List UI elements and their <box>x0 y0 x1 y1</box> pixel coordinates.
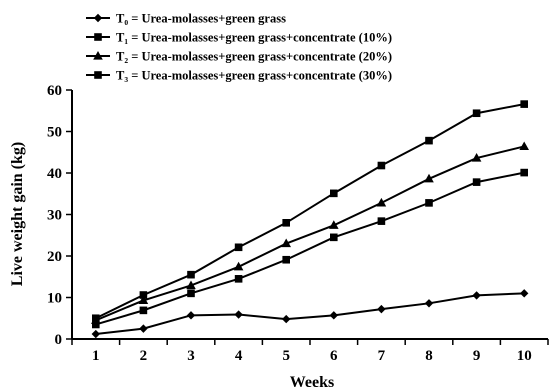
series-1-point <box>377 217 386 225</box>
series-2-point <box>329 220 339 229</box>
series-2-point <box>138 295 149 305</box>
series-0-point <box>424 299 434 308</box>
series-3-point <box>520 100 528 108</box>
series-0-point <box>329 311 338 320</box>
series-2-point <box>471 153 482 162</box>
series-3-point <box>139 291 148 299</box>
series-1-point <box>282 255 290 264</box>
x-tick-label: 3 <box>187 348 195 364</box>
series-1-point <box>234 275 243 283</box>
legend-3-label: T₃ = Urea-molasses+green grass+concentra… <box>116 69 392 83</box>
legend-0-label: T₀ = Urea-molasses+green grass <box>116 12 286 26</box>
x-tick-label: 10 <box>517 348 532 364</box>
series-3-point <box>425 136 433 145</box>
x-tick-label: 6 <box>330 348 338 364</box>
legend-0-marker <box>93 13 103 23</box>
series-1-point <box>425 199 433 207</box>
legend-3-marker <box>94 71 102 79</box>
y-tick-label: 20 <box>47 249 62 265</box>
series-0-point <box>282 314 291 324</box>
series-2-line <box>95 145 525 322</box>
series-1-line <box>95 171 525 326</box>
series-0-point <box>186 311 196 320</box>
series-0-point <box>139 324 148 333</box>
series-3-point <box>330 189 338 198</box>
series-2-point <box>376 197 387 207</box>
series-0-point <box>91 329 100 339</box>
series-3-point <box>187 270 195 279</box>
x-tick-label: 9 <box>473 348 481 364</box>
x-tick-label: 2 <box>140 348 148 364</box>
x-axis-title: Weeks <box>290 374 334 391</box>
y-tick-label: 50 <box>47 125 62 141</box>
series-0-point <box>472 291 481 300</box>
series-1-point <box>330 233 338 242</box>
legend-1-marker <box>94 33 102 41</box>
x-tick-label: 7 <box>378 348 386 364</box>
series-3-point <box>92 314 100 323</box>
legend: T₀ = Urea-molasses+green grass T₁ = Urea-… <box>86 12 392 83</box>
x-tick-label: 5 <box>282 348 290 364</box>
series-0-point <box>234 310 243 319</box>
series-2-point <box>186 280 196 290</box>
y-tick-label: 60 <box>47 83 62 99</box>
series-3-point <box>282 219 290 227</box>
y-tick-label: 30 <box>47 208 62 224</box>
series-1-point <box>520 168 528 177</box>
y-tick-label: 0 <box>55 332 63 348</box>
series-0-point <box>520 289 529 298</box>
series-0-point <box>377 304 386 314</box>
x-tick-label: 1 <box>92 348 100 364</box>
series-1-point <box>187 289 195 298</box>
plot-area: 0 10 20 30 40 50 60 1 2 3 4 5 6 7 8 9 10 <box>47 83 549 364</box>
series-3-point <box>472 109 481 118</box>
series-0-line <box>95 292 525 336</box>
series-3-point <box>377 161 386 170</box>
series-3-line <box>95 103 525 320</box>
x-tick-label: 8 <box>425 348 433 364</box>
series-1-point <box>472 178 481 186</box>
y-tick-label: 10 <box>47 291 62 307</box>
y-tick-label: 40 <box>47 166 62 182</box>
legend-1-label: T₁ = Urea-molasses+green grass+concentra… <box>116 31 392 45</box>
series-1-point <box>92 320 100 329</box>
legend-2-label: T₂ = Urea-molasses+green grass+concentra… <box>116 50 392 64</box>
series-2-point <box>281 238 291 248</box>
series-2-point <box>519 141 529 151</box>
y-axis-title: Live weight gain (kg) <box>9 142 26 286</box>
series-2-point <box>424 173 434 183</box>
series-2-point <box>233 261 244 271</box>
series-3-point <box>234 243 243 252</box>
x-tick-label: 4 <box>235 348 243 364</box>
legend-2-marker <box>93 51 103 60</box>
series-1-point <box>139 306 148 315</box>
